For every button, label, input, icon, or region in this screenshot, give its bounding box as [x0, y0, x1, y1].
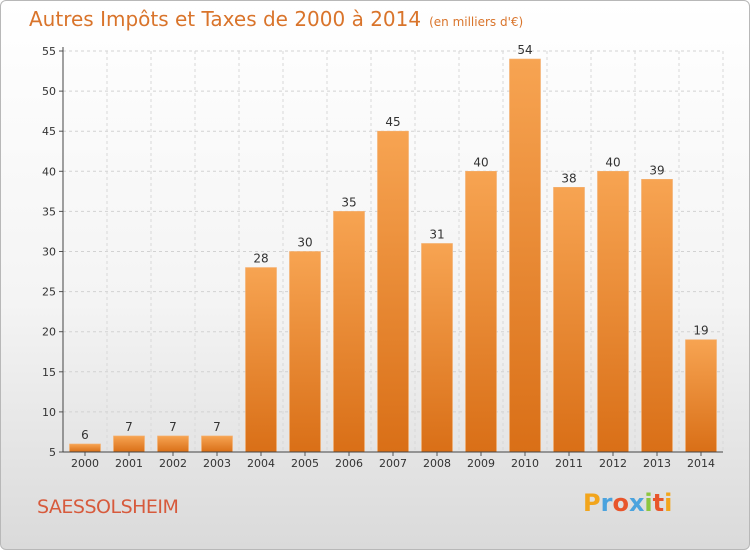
value-label-2007: 45	[385, 115, 400, 129]
x-tick-label-2012: 2012	[599, 457, 627, 470]
chart-title: Autres Impôts et Taxes de 2000 à 2014 (en…	[29, 7, 523, 31]
value-label-2010: 54	[517, 43, 532, 57]
y-tick-label: 10	[42, 406, 56, 419]
logo-letter: r	[600, 489, 613, 517]
logo-letter: x	[628, 489, 645, 517]
bar-2004	[245, 267, 277, 453]
bar-2005	[289, 251, 321, 453]
y-tick-label: 30	[42, 246, 56, 259]
logo-letter: P	[583, 489, 601, 517]
x-tick-label-2008: 2008	[423, 457, 451, 470]
logo-letter: o	[612, 489, 629, 517]
logo-letter: i	[664, 489, 673, 517]
value-label-2012: 40	[605, 155, 620, 169]
bar-2010	[509, 58, 541, 453]
y-tick-label: 40	[42, 165, 56, 178]
value-label-2014: 19	[693, 324, 708, 338]
value-label-2008: 31	[429, 227, 444, 241]
value-label-2013: 39	[649, 163, 664, 177]
bars	[69, 58, 717, 453]
value-label-2011: 38	[561, 171, 576, 185]
value-label-2006: 35	[341, 195, 356, 209]
y-tick-label: 55	[42, 45, 56, 58]
x-tick-label-2004: 2004	[247, 457, 275, 470]
x-tick-label-2003: 2003	[203, 457, 231, 470]
x-tick-label-2005: 2005	[291, 457, 319, 470]
y-tick-label: 15	[42, 366, 56, 379]
bar-2008	[421, 243, 453, 453]
value-label-2001: 7	[125, 420, 133, 434]
bar-2006	[333, 211, 365, 453]
bar-2009	[465, 171, 497, 453]
value-label-2002: 7	[169, 420, 177, 434]
x-tick-label-2001: 2001	[115, 457, 143, 470]
x-tick-label-2006: 2006	[335, 457, 363, 470]
place-name: SAESSOLSHEIM	[37, 496, 179, 518]
x-tick-label-2007: 2007	[379, 457, 407, 470]
chart-title-text: Autres Impôts et Taxes de 2000 à 2014	[29, 7, 422, 31]
bar-2014	[685, 339, 717, 453]
bar-2000	[69, 443, 101, 453]
value-label-2000: 6	[81, 428, 89, 442]
y-tick-label: 5	[49, 446, 56, 459]
y-tick-label: 25	[42, 286, 56, 299]
y-tick-label: 35	[42, 205, 56, 218]
chart-subtitle: (en milliers d'€)	[429, 15, 524, 29]
y-tick-label: 20	[42, 326, 56, 339]
bar-2007	[377, 130, 409, 453]
logo-letter: t	[652, 489, 665, 517]
axes	[59, 47, 723, 456]
value-label-2005: 30	[297, 236, 312, 250]
bar-2001	[113, 435, 145, 453]
bar-2013	[641, 179, 673, 453]
bar-2012	[597, 171, 629, 453]
value-label-2003: 7	[213, 420, 221, 434]
x-tick-label-2000: 2000	[71, 457, 99, 470]
x-tick-label-2011: 2011	[555, 457, 583, 470]
bar-2002	[157, 435, 189, 453]
x-tick-label-2002: 2002	[159, 457, 187, 470]
x-tick-label-2013: 2013	[643, 457, 671, 470]
y-tick-label: 45	[42, 125, 56, 138]
x-tick-label-2009: 2009	[467, 457, 495, 470]
x-tick-label-2010: 2010	[511, 457, 539, 470]
bar-2003	[201, 435, 233, 453]
logo-letter: i	[644, 489, 653, 517]
labels: 5 10 15 20 25 30 35 40 45 50 55 6 2000 7 2001 7 2002 7 200…	[42, 43, 715, 470]
y-tick-label: 50	[42, 85, 56, 98]
value-label-2004: 28	[253, 252, 268, 266]
value-label-2009: 40	[473, 155, 488, 169]
x-tick-label-2014: 2014	[687, 457, 715, 470]
proxiti-logo: Proxiti	[583, 489, 672, 517]
bar-2011	[553, 187, 585, 453]
